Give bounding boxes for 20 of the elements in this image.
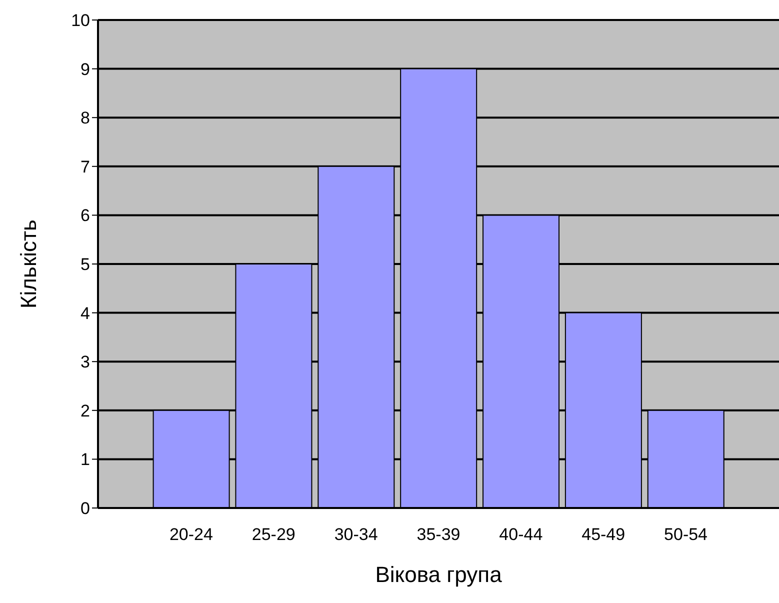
y-tick-label: 6	[80, 206, 90, 226]
y-tick-label: 0	[80, 499, 90, 518]
y-axis-title: Кількість	[16, 219, 41, 309]
y-tick-label: 2	[80, 401, 90, 420]
y-tick-label: 10	[71, 11, 90, 30]
x-tick-label: 20-24	[169, 525, 213, 544]
x-tick-label: 35-39	[416, 525, 460, 544]
y-tick-label: 4	[80, 304, 90, 323]
x-tick-label: 30-34	[334, 525, 378, 544]
y-tick-label: 7	[80, 157, 90, 176]
x-axis-title: Вікова група	[375, 562, 503, 587]
y-tick-label: 9	[80, 60, 90, 79]
x-tick-label: 50-54	[664, 525, 708, 544]
x-tick-label: 25-29	[252, 525, 296, 544]
x-tick-label: 45-49	[582, 525, 626, 544]
y-tick-label: 3	[80, 352, 90, 372]
y-tick-label: 1	[80, 450, 90, 470]
y-tick-label: 8	[80, 108, 90, 128]
x-tick-label: 40-44	[499, 525, 543, 544]
y-tick-label: 5	[80, 255, 90, 274]
